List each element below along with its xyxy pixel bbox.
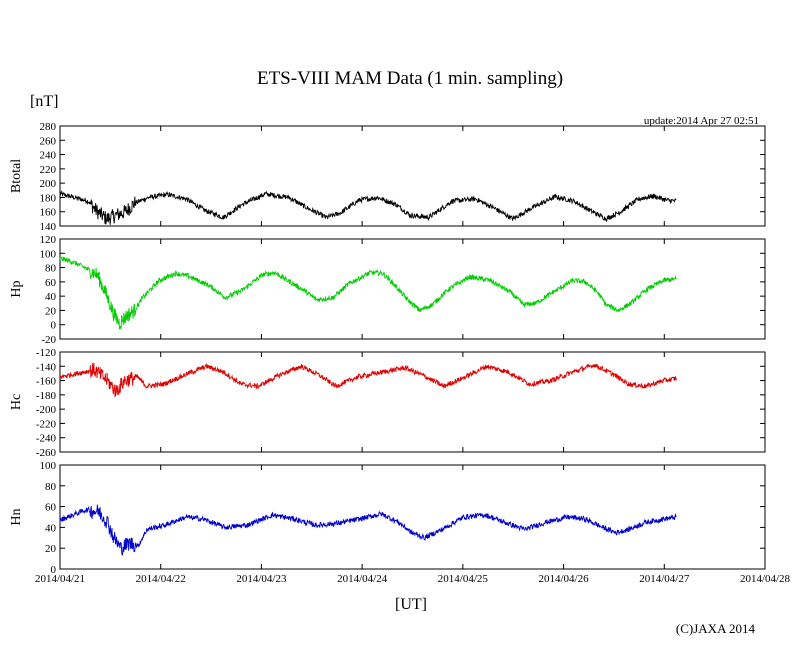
y-tick-label-btotal: 140 [40,221,57,233]
series-line-hc [59,362,677,398]
x-tick-label: 2014/04/26 [539,573,590,585]
y-axis-label-btotal: Btotal [9,159,24,193]
series-line-hp [59,256,677,330]
y-tick-label-hn: 40 [45,522,57,534]
panel-hc: -260 -240 -220 -200 -180 -160 -140 -120 Hc [9,347,766,459]
panel-hp: -20 0 20 40 60 80 100 120 Hp [9,234,766,346]
y-tick-label-btotal: 240 [40,150,57,162]
y-tick-label-hc: -160 [36,376,57,388]
y-tick-label-hp: 60 [45,277,57,289]
y-tick-label-hp: 120 [40,234,57,246]
y-tick-label-hp: 40 [45,291,57,303]
x-tick-label: 2014/04/27 [639,573,690,585]
panel-frame-hc [59,351,766,453]
y-tick-label-hn: 80 [45,481,57,493]
x-tick-label: 2014/04/22 [136,573,186,585]
y-tick-label-hp: 0 [51,320,57,332]
update-label: update:2014 Apr 27 02:51 [644,115,759,127]
y-tick-label-btotal: 220 [40,164,57,176]
y-tick-label-hc: -260 [36,447,57,459]
panel-btotal: 140 160 180 200 220 240 260 280 Btotal [9,121,766,233]
y-tick-label-hn: 100 [40,460,57,472]
y-tick-label-hc: -220 [36,418,57,430]
y-axis-label-hc: Hc [9,394,24,410]
y-tick-label-hn: 20 [45,543,57,555]
y-tick-label-hc: -140 [36,361,57,373]
panel-frame-btotal [59,125,766,227]
panels-group: 140160180200220240260280Btotal-200204060… [9,121,791,585]
y-axis-label-hp: Hp [9,280,24,297]
y-tick-label-hp: 80 [45,263,57,275]
y-tick-label-hc: -240 [36,433,57,445]
y-axis-label-hn: Hn [9,508,24,525]
y-tick-label-hp: 100 [40,248,57,260]
panel-frame-hp [59,238,766,340]
series-line-btotal [59,189,677,225]
y-tick-label-hc: -180 [36,390,57,402]
x-tick-label: 2014/04/21 [35,573,85,585]
x-tick-label: 2014/04/28 [740,573,791,585]
y-tick-label-hp: -20 [41,334,56,346]
y-tick-label-hn: 60 [45,502,57,514]
panel-hn: 0 20 40 60 80 100 Hn [9,460,766,576]
y-tick-label-hp: 20 [45,305,57,317]
x-tick-label: 2014/04/25 [438,573,489,585]
y-tick-label-hc: -200 [36,404,57,416]
y-tick-label-btotal: 160 [40,207,57,219]
y-tick-label-hc: -120 [36,347,57,359]
y-tick-label-btotal: 280 [40,121,57,133]
x-tick-label: 2014/04/23 [236,573,287,585]
y-tick-label-btotal: 180 [40,192,57,204]
x-tick-label: 2014/04/24 [337,573,388,585]
unit-label: [nT] [30,93,58,110]
copyright-label: (C)JAXA 2014 [676,621,756,636]
series-line-hn [59,504,677,556]
y-tick-label-btotal: 260 [40,135,57,147]
panel-frame-hn [59,464,766,570]
y-tick-label-hn: 0 [51,564,57,576]
y-tick-label-btotal: 200 [40,178,57,190]
x-axis-title: [UT] [395,596,427,613]
chart-title: ETS-VIII MAM Data (1 min. sampling) [257,68,563,89]
